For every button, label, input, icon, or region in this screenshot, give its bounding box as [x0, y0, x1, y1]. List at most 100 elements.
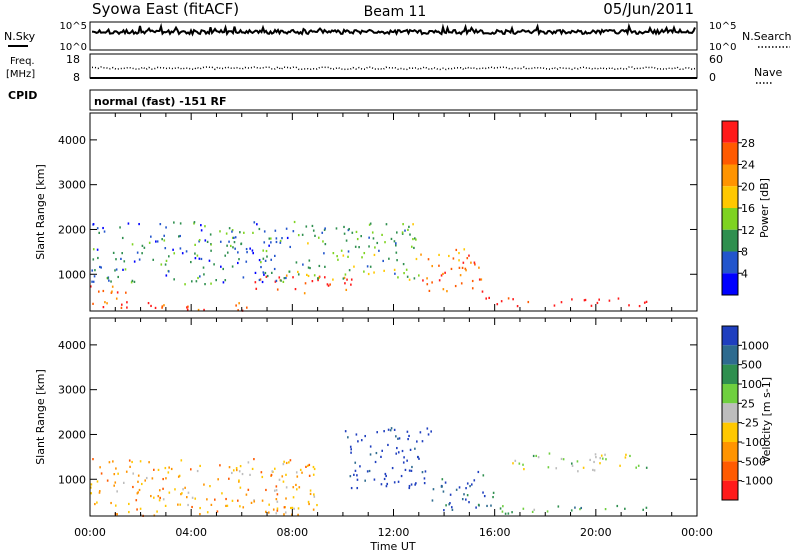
- time-tick-label: 16:00: [479, 526, 511, 539]
- power-echo-cell: [270, 241, 272, 244]
- power-echo-cell: [150, 235, 152, 238]
- velocity-echo-cell: [275, 498, 278, 501]
- power-echo-cell: [403, 271, 405, 275]
- velocity-echo-cell: [350, 448, 352, 451]
- power-echo-cell: [297, 270, 299, 274]
- power-echo-cell: [317, 279, 319, 282]
- velocity-echo-cell: [518, 462, 521, 465]
- velocity-echo-cell: [364, 434, 366, 438]
- power-echo-cell: [102, 289, 105, 293]
- velocity-echo-cell: [128, 502, 130, 506]
- velocity-echo-cell: [473, 479, 476, 482]
- velocity-echo-cell: [239, 465, 242, 468]
- velocity-echo-cell: [273, 489, 276, 492]
- velocity-echo-cell: [305, 465, 307, 469]
- power-echo-cell: [200, 224, 202, 227]
- velocity-echo-cell: [94, 502, 96, 506]
- velocity-echo-cell: [177, 503, 179, 506]
- velocity-echo-cell: [196, 469, 199, 473]
- velocity-colorbar-tick-label: -500: [741, 455, 766, 468]
- power-echo-cell: [163, 239, 166, 242]
- velocity-echo-cell: [592, 468, 594, 472]
- velocity-echo-cell: [415, 482, 417, 485]
- velocity-echo-cell: [355, 433, 358, 436]
- power-echo-cell: [91, 269, 94, 272]
- velocity-colorbar: 1000 500 100 25 -25 -100 -500 -1000: [721, 325, 773, 501]
- velocity-echo-cell: [276, 500, 279, 503]
- power-echo-cell: [127, 222, 130, 225]
- power-echo-cell: [297, 234, 300, 237]
- power-echo-cell: [249, 247, 251, 250]
- power-echo-cell: [295, 261, 298, 264]
- velocity-echo-cell: [414, 447, 416, 450]
- velocity-echo-cell: [406, 459, 408, 462]
- power-echo-cell: [121, 236, 124, 240]
- velocity-echo-cell: [368, 469, 371, 473]
- power-echo-cell: [363, 251, 366, 255]
- velocity-echo-cell: [408, 486, 411, 490]
- power-echo-cell: [313, 274, 316, 277]
- velocity-echo-cell: [397, 437, 399, 440]
- velocity-echo-cell: [594, 453, 597, 456]
- power-echo-cell: [426, 277, 428, 280]
- power-colorbar-tick-label: 20: [741, 180, 755, 193]
- power-echo-cell: [342, 277, 345, 280]
- power-echo-cell: [304, 282, 307, 285]
- velocity-echo-cell: [253, 499, 255, 502]
- power-echo-cell: [350, 278, 353, 281]
- velocity-echo-cell: [354, 469, 357, 472]
- time-axis: 00:00 04:00 08:00 12:00 16:00 20:00 00:00: [74, 526, 713, 539]
- power-echo-cell: [97, 290, 100, 293]
- velocity-echo-cell: [403, 456, 405, 459]
- power-echo-cell: [106, 302, 108, 305]
- power-echo-cell: [237, 251, 239, 254]
- velocity-echo-cell: [593, 460, 595, 464]
- velocity-echo-cell: [140, 514, 143, 517]
- freq-label-line1: Freq.: [10, 56, 35, 67]
- velocity-ytick-label: 1000: [58, 473, 86, 486]
- power-echo-cell: [442, 272, 444, 276]
- power-echo-cell: [168, 255, 170, 258]
- velocity-echo-cell: [635, 466, 637, 469]
- velocity-echo-cell: [216, 510, 219, 513]
- velocity-echo-cell: [152, 496, 155, 499]
- velocity-echo-cell: [116, 513, 118, 516]
- power-echo-cell: [404, 229, 406, 232]
- velocity-echo-cell: [391, 466, 394, 470]
- velocity-echoes: [90, 427, 648, 517]
- velocity-echo-cell: [167, 471, 170, 474]
- power-echo-cell: [351, 231, 354, 234]
- power-echo-cell: [122, 268, 124, 271]
- velocity-echo-cell: [312, 465, 315, 469]
- power-echo-cell: [360, 235, 362, 238]
- power-echo-cell: [124, 268, 127, 271]
- velocity-echo-cell: [562, 458, 565, 461]
- power-echo-cell: [367, 272, 370, 276]
- power-echo-cell: [243, 231, 245, 234]
- noise-panel: N.Sky N.Search 10^5 10^0 10^5 10^0: [4, 21, 792, 53]
- power-echo-cell: [269, 237, 272, 240]
- power-echo-cell: [323, 252, 325, 255]
- power-echo-cell: [279, 239, 282, 243]
- velocity-echo-cell: [458, 486, 461, 489]
- velocity-echo-cell: [135, 499, 138, 502]
- power-echo-cell: [560, 301, 563, 304]
- velocity-echo-cell: [645, 466, 648, 469]
- velocity-echo-cell: [492, 495, 494, 499]
- velocity-echo-cell: [131, 460, 133, 464]
- velocity-echo-cell: [466, 494, 469, 497]
- velocity-echo-cell: [289, 459, 292, 462]
- velocity-echo-cell: [307, 500, 310, 504]
- velocity-echo-cell: [225, 497, 227, 501]
- velocity-echo-cell: [470, 483, 473, 486]
- power-echo-cell: [260, 261, 262, 264]
- velocity-echo-cell: [313, 495, 316, 498]
- power-echo-cell: [199, 275, 201, 278]
- power-echo-cell: [374, 246, 376, 249]
- velocity-echo-cell: [353, 473, 355, 476]
- power-echo-cell: [219, 230, 221, 233]
- velocity-echo-cell: [108, 461, 111, 464]
- power-echo-cell: [111, 285, 114, 288]
- power-echo-cell: [194, 252, 196, 255]
- velocity-echo-cell: [184, 486, 186, 489]
